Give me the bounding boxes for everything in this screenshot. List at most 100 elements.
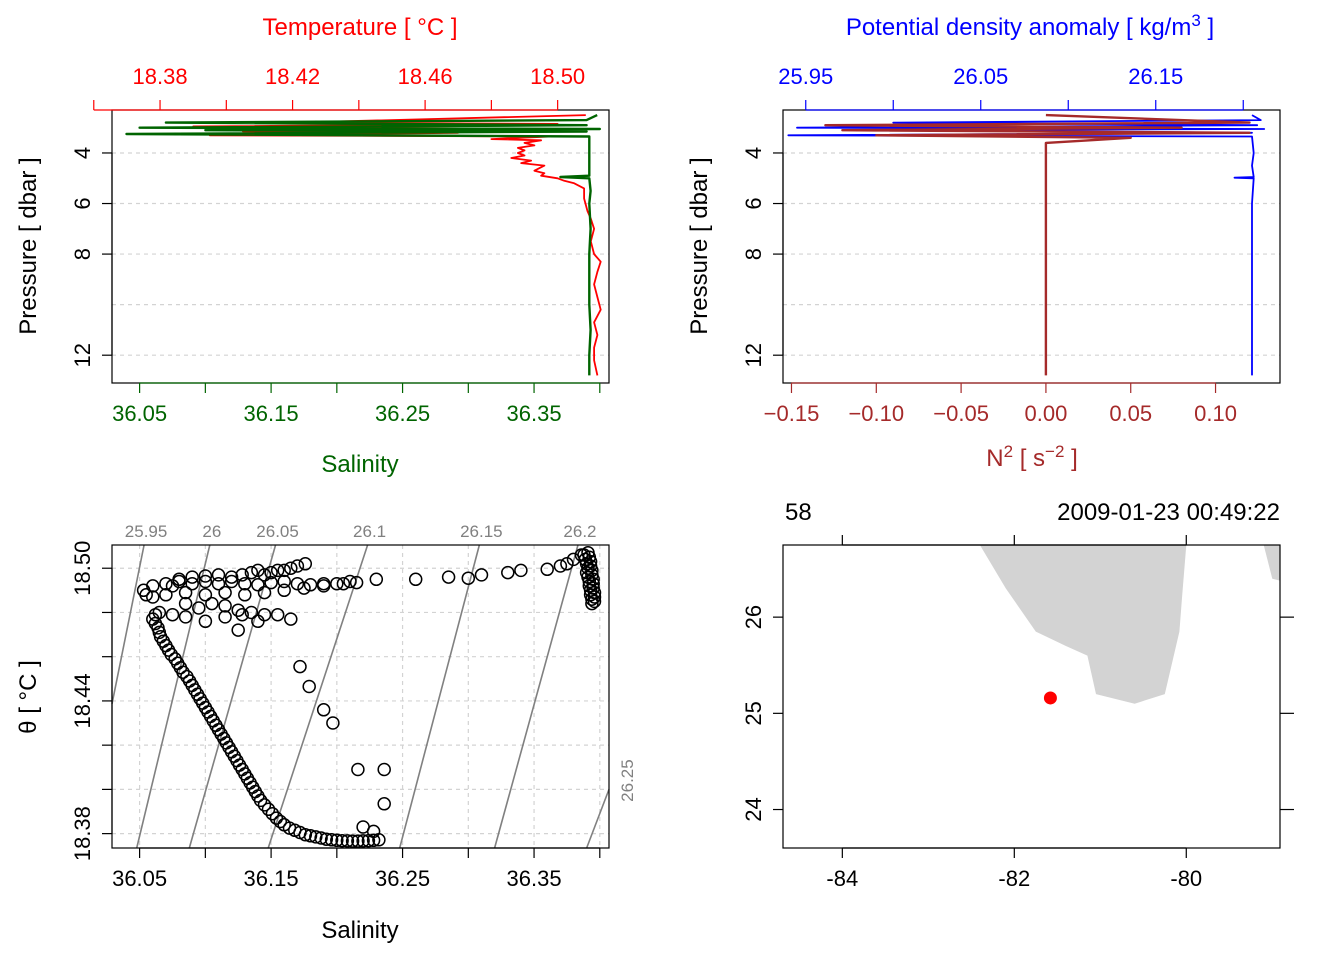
ts-point [277, 563, 291, 578]
ts-point [176, 665, 190, 679]
ts-point [336, 576, 351, 591]
ts-point [185, 570, 199, 584]
pressure-axis-title-right: Pressure [ dbar ] [686, 157, 713, 334]
ts-point [319, 832, 334, 846]
density-title-main: Potential density anomaly [ kg/m [846, 14, 1192, 41]
ts-point [284, 561, 298, 575]
ts-point [238, 576, 252, 591]
ts-profile-series [125, 114, 602, 376]
ts-point [238, 588, 252, 602]
ts-point [178, 610, 193, 624]
ts-point [345, 834, 360, 848]
n2-axis-title: N2 [ s−2 ] [986, 442, 1078, 472]
ts-point [264, 565, 278, 580]
theta-tick-18-38-label: 18.38 [70, 806, 95, 861]
ts-point [192, 601, 206, 615]
ts-point [351, 834, 365, 848]
ts-point [474, 568, 489, 582]
ts-point [270, 563, 285, 578]
ts-point [335, 833, 349, 848]
isopycnal-line-26-05 [188, 544, 277, 849]
density-tick-26-15-label: 26.15 [1128, 64, 1183, 89]
pressure-right-tick-8-label: 8 [741, 248, 766, 260]
ts-point [244, 565, 259, 580]
station-number: 58 [785, 499, 812, 526]
temperature-axis-title: Temperature [ °C ] [263, 14, 458, 41]
ts-profile-axes: 18.38 18.42 18.46 18.50 36.05 36.15 36.25 36.35… [70, 64, 601, 426]
ts-point [205, 596, 219, 611]
ts-profile-panel: 18.38 18.42 18.46 18.50 36.05 36.15 36.25 36.35… [15, 14, 610, 478]
ts-salinity-tick-36-35-label: 36.35 [507, 866, 562, 891]
ts-point [585, 592, 599, 606]
ts-point [185, 576, 199, 591]
salinity-tick-36-25-label: 36.25 [375, 401, 430, 426]
ts-diagram-points [136, 545, 602, 848]
isopycnal-line-26-2 [493, 544, 579, 849]
ts-point [146, 590, 160, 604]
ts-point [264, 575, 278, 590]
ts-point [587, 594, 602, 609]
ts-point [218, 585, 232, 600]
map-axes: -84 -82 -80 24 25 26 [741, 535, 1294, 891]
ts-point [324, 833, 339, 847]
ts-point [165, 579, 180, 593]
ts-point [261, 802, 276, 817]
ts-point [231, 623, 245, 637]
salinity-axis-title: Salinity [321, 451, 398, 478]
pressure-right-tick-4-label: 4 [741, 147, 766, 159]
salinity-profile-line [125, 114, 601, 376]
density-n2-profile-panel: 25.95 26.05 26.15 −0.15 −0.10 −0.05 0.00 0.05 0.… [686, 11, 1281, 472]
density-profile-series [787, 113, 1266, 376]
density-tick-25-95-label: 25.95 [778, 64, 833, 89]
ts-point [340, 834, 355, 848]
ts-diagram-salinity-title: Salinity [321, 917, 398, 944]
ts-diagram-panel: 25.95 26 26.05 26.1 26.15 26.2 26.25 36.05 36.1… [15, 522, 637, 944]
n2-tick--0-05-label: −0.05 [933, 401, 989, 426]
ts-point [218, 610, 232, 624]
theta-tick-18-44-label: 18.44 [70, 673, 95, 728]
longitude-tick--84-label: -84 [826, 866, 858, 891]
ts-point [356, 820, 370, 834]
n2-tick-0-label: 0.00 [1025, 401, 1068, 426]
density-tick-26-05-label: 26.05 [953, 64, 1008, 89]
ts-point [211, 568, 226, 582]
n2-title-end: ] [1064, 445, 1077, 472]
ts-point [560, 557, 574, 571]
ts-point [231, 603, 245, 617]
ts-point [235, 568, 249, 582]
ts-point [351, 762, 365, 777]
longitude-tick--80-label: -80 [1170, 866, 1202, 891]
longitude-tick--82-label: -82 [998, 866, 1030, 891]
map-station [1043, 691, 1057, 705]
ts-point [198, 588, 213, 602]
ts-point [277, 574, 291, 589]
ts-point [377, 762, 391, 777]
ts-point [139, 588, 153, 602]
ts-point [303, 578, 318, 592]
n2-tick-0-1-label: 0.10 [1194, 401, 1237, 426]
ts-diagram-axes: 36.05 36.15 36.25 36.35 18.38 18.44 18.50 [70, 541, 601, 891]
ts-point [273, 814, 288, 829]
ts-point [178, 596, 193, 611]
n2-tick-0-05-label: 0.05 [1109, 401, 1152, 426]
isopycnal-label-26-05: 26.05 [256, 522, 299, 541]
ts-point [298, 827, 313, 842]
latitude-tick-25-label: 25 [741, 701, 766, 725]
ts-point [198, 569, 213, 583]
latitude-tick-26-label: 26 [741, 605, 766, 629]
isopycnal-line-25-95 [111, 544, 145, 704]
ts-point [284, 612, 298, 626]
pressure-tick-8-label: 8 [70, 248, 95, 260]
density-profile-gridlines [783, 152, 1280, 356]
ts-point [330, 833, 344, 848]
isopycnal-label-26-1: 26.1 [353, 522, 386, 541]
ts-point [269, 811, 284, 825]
pressure-tick-12-label: 12 [70, 343, 95, 367]
ts-point [349, 575, 364, 590]
ts-point [314, 831, 328, 845]
ts-point [159, 576, 173, 591]
ts-point [356, 834, 370, 848]
ts-point [298, 557, 313, 571]
